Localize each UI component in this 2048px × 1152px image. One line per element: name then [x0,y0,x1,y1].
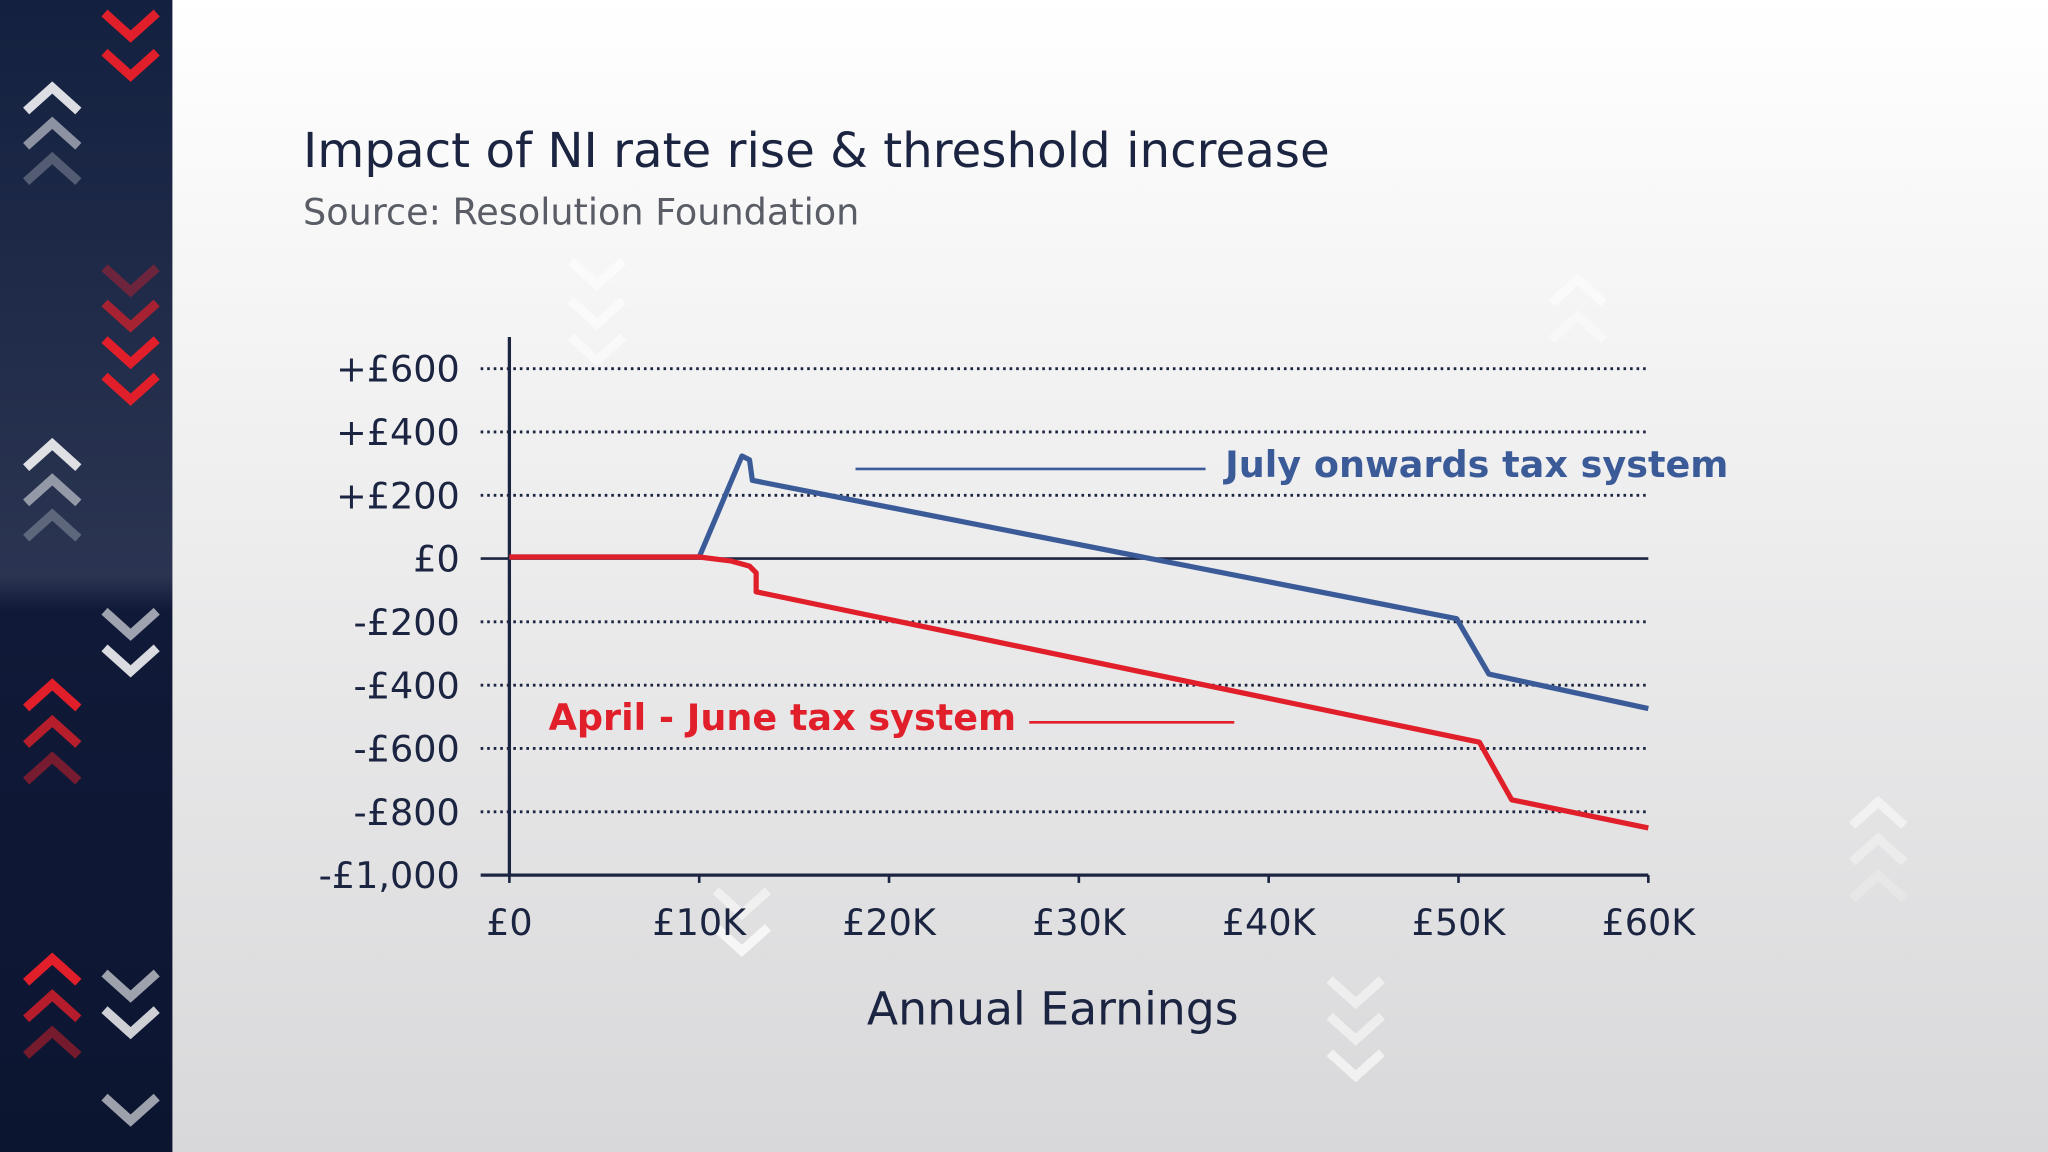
x-tick-label: £60K [1601,901,1696,944]
x-tick-label: £0 [486,901,533,944]
x-tick-label: £10K [652,901,747,944]
series-label: July onwards tax system [1222,443,1728,486]
y-tick-label: -£400 [354,664,460,707]
series-label: April - June tax system [549,696,1017,739]
chart-subtitle: Source: Resolution Foundation [303,191,859,234]
y-tick-label: +£600 [336,348,460,391]
y-tick-label: -£200 [354,601,460,644]
series-line [509,453,1649,712]
x-tick-label: £40K [1222,901,1317,944]
y-tick-label: £0 [413,538,460,581]
x-tick-label: £20K [842,901,937,944]
decoration [23,9,1908,1127]
y-tick-label: -£1,000 [319,854,460,897]
side-panel [0,0,173,1152]
x-axis-label: Annual Earnings [867,983,1239,1036]
series-line [509,554,1649,831]
y-tick-label: +£400 [336,411,460,454]
y-tick-label: +£200 [336,474,460,517]
y-tick-label: -£800 [354,791,460,834]
plot-area: -£1,000 -£800 -£600 -£400 -£200 £0 +£200 +£400 +… [319,336,1728,944]
x-tick-label: £30K [1032,901,1127,944]
chart-title: Impact of NI rate rise & threshold incre… [303,123,1330,179]
x-tick-label: £50K [1412,901,1507,944]
y-tick-label: -£600 [354,728,460,771]
